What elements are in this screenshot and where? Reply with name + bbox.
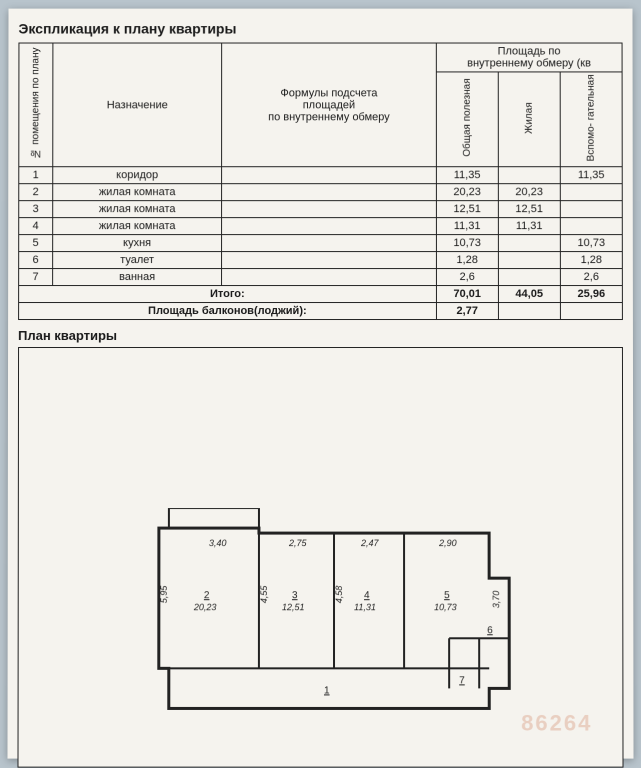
balcony-value: 2,77 bbox=[436, 303, 498, 320]
table-row: 4жилая комната 11,3111,31 bbox=[19, 218, 623, 235]
room-6-num: 6 bbox=[487, 625, 493, 636]
balcony-label: Площадь балконов(лоджий): bbox=[19, 303, 437, 320]
cell-name: кухня bbox=[53, 235, 222, 252]
dim-w-5: 2,90 bbox=[438, 538, 457, 548]
cell-aux bbox=[560, 201, 622, 218]
plan-box: 3,40 2,75 2,47 2,90 5,95 4,55 4,58 3,70 … bbox=[17, 347, 623, 768]
room-2-num: 2 bbox=[204, 590, 210, 601]
cell-name: туалет bbox=[52, 252, 221, 269]
room-4-num: 4 bbox=[364, 590, 370, 601]
cell-name: жилая комната bbox=[53, 218, 222, 235]
cell-num: 4 bbox=[19, 218, 53, 235]
cell-aux: 2,6 bbox=[560, 269, 622, 286]
cell-aux: 11,35 bbox=[560, 167, 622, 184]
cell-aux: 10,73 bbox=[560, 235, 622, 252]
plan-title: План квартиры bbox=[18, 328, 623, 343]
cell-living: 11,31 bbox=[498, 218, 560, 235]
room-2-area: 20,23 bbox=[193, 602, 217, 612]
header-name: Назначение bbox=[53, 43, 222, 167]
room-3-area: 12,51 bbox=[282, 602, 305, 612]
cell-name: коридор bbox=[53, 167, 222, 184]
room-4-area: 11,31 bbox=[354, 602, 376, 612]
cell-num: 6 bbox=[19, 252, 53, 269]
cell-num: 1 bbox=[19, 167, 53, 184]
dim-w-4: 2,47 bbox=[360, 538, 380, 548]
dim-h-4: 4,58 bbox=[334, 586, 344, 604]
room-5-num: 5 bbox=[444, 590, 450, 601]
table-row: 7ванная 2,6 2,6 bbox=[19, 269, 623, 286]
cell-living bbox=[498, 235, 560, 252]
header-formula: Формулы подсчета площадей по внутреннему… bbox=[222, 43, 436, 167]
header-aux: Вспомо- гательная bbox=[560, 72, 622, 167]
cell-living bbox=[498, 167, 560, 184]
cell-formula bbox=[222, 252, 436, 269]
balcony-row: Площадь балконов(лоджий):2,77 bbox=[19, 303, 623, 320]
cell-name: ванная bbox=[52, 269, 221, 286]
header-living: Жилая bbox=[498, 72, 560, 167]
cell-num: 2 bbox=[19, 184, 53, 201]
cell-formula bbox=[222, 269, 436, 286]
cell-total: 11,35 bbox=[436, 167, 498, 184]
dim-h-5: 3,70 bbox=[491, 591, 501, 609]
header-num: № помещения по плану bbox=[19, 43, 53, 167]
table-row: 1коридор 11,35 11,35 bbox=[19, 167, 622, 184]
dim-w-3: 2,75 bbox=[288, 538, 308, 548]
cell-total: 20,23 bbox=[436, 184, 498, 201]
totals-aux: 25,96 bbox=[560, 286, 622, 303]
cell-formula bbox=[222, 235, 436, 252]
cell-formula bbox=[222, 218, 436, 235]
cell-num: 3 bbox=[19, 201, 53, 218]
cell-name: жилая комната bbox=[53, 184, 222, 201]
cell-formula bbox=[222, 201, 436, 218]
totals-living: 44,05 bbox=[498, 286, 560, 303]
cell-num: 5 bbox=[19, 235, 53, 252]
table-row: 5кухня 10,73 10,73 bbox=[19, 235, 623, 252]
cell-total: 2,6 bbox=[436, 269, 498, 286]
totals-total: 70,01 bbox=[436, 286, 498, 303]
watermark: 86264 bbox=[521, 711, 592, 737]
dim-h-2: 5,95 bbox=[159, 585, 169, 604]
cell-num: 7 bbox=[19, 269, 53, 286]
cell-living bbox=[498, 252, 560, 269]
dim-h-3: 4,55 bbox=[259, 585, 269, 604]
cell-total: 1,28 bbox=[436, 252, 498, 269]
cell-name: жилая комната bbox=[53, 201, 222, 218]
cell-formula bbox=[222, 184, 436, 201]
dim-w-2: 3,40 bbox=[209, 538, 227, 548]
explication-table: № помещения по плану Назначение Формулы … bbox=[18, 43, 623, 321]
cell-aux bbox=[560, 218, 622, 235]
cell-total: 12,51 bbox=[436, 201, 498, 218]
room-1-num: 1 bbox=[324, 686, 330, 697]
cell-aux bbox=[560, 184, 622, 201]
totals-row: Итого:70,0144,0525,96 bbox=[19, 286, 623, 303]
cell-total: 10,73 bbox=[436, 235, 498, 252]
header-total: Общая полезная bbox=[436, 72, 498, 167]
room-3-num: 3 bbox=[292, 590, 298, 601]
cell-living bbox=[498, 269, 560, 286]
table-row: 2жилая комната 20,2320,23 bbox=[19, 184, 623, 201]
document-paper: Экспликация к плану квартиры № помещения… bbox=[7, 9, 633, 759]
table-row: 3жилая комната 12,5112,51 bbox=[19, 201, 623, 218]
cell-aux: 1,28 bbox=[560, 252, 622, 269]
room-7-num: 7 bbox=[459, 676, 465, 687]
table-row: 6туалет 1,28 1,28 bbox=[19, 252, 623, 269]
cell-living: 12,51 bbox=[498, 201, 560, 218]
cell-total: 11,31 bbox=[436, 218, 498, 235]
totals-label: Итого: bbox=[19, 286, 437, 303]
explication-title: Экспликация к плану квартиры bbox=[18, 21, 622, 37]
cell-formula bbox=[222, 167, 436, 184]
header-group: Площадь по внутреннему обмеру (кв bbox=[436, 43, 622, 72]
floorplan: 3,40 2,75 2,47 2,90 5,95 4,55 4,58 3,70 … bbox=[149, 508, 530, 738]
cell-living: 20,23 bbox=[498, 184, 560, 201]
room-5-area: 10,73 bbox=[434, 602, 457, 612]
